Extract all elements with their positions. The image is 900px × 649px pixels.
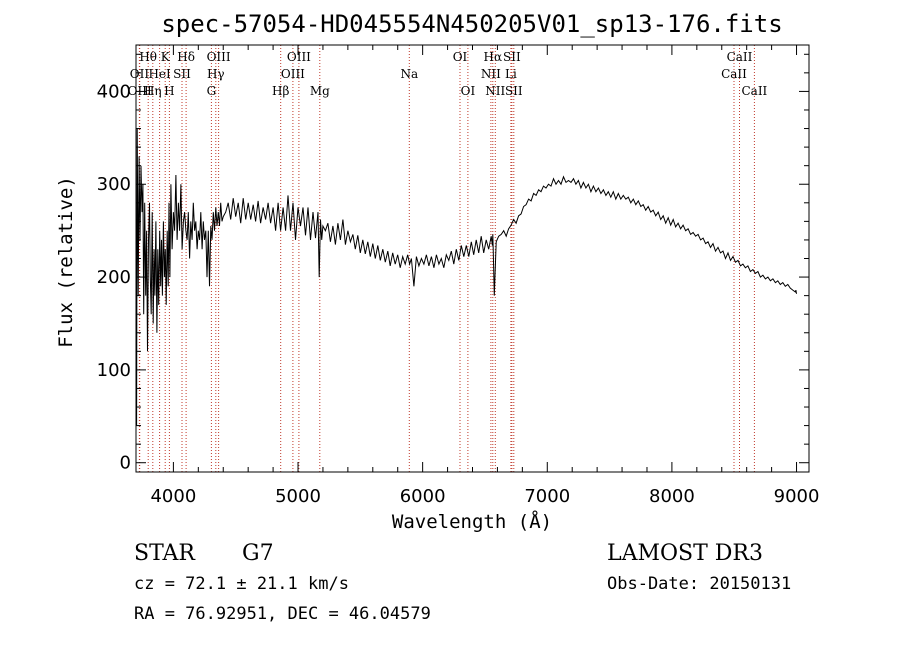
- line-markers: [138, 45, 755, 472]
- spectrum-line: [135, 128, 797, 426]
- y-axis-ticks: 0 100 200 300 400: [97, 53, 809, 474]
- x-tick-label: 8000: [649, 486, 695, 507]
- line-label-14: OIII: [287, 50, 311, 64]
- line-label-24: SII: [505, 84, 523, 98]
- x-axis-ticks: 4000 5000 6000 7000 8000 9000: [150, 45, 819, 507]
- line-label-8: Hδ: [177, 50, 195, 64]
- line-label-26: CaII: [727, 50, 753, 64]
- x-tick-label: 9000: [774, 486, 820, 507]
- x-tick-label: 6000: [400, 486, 446, 507]
- line-label-11: OIII: [207, 50, 231, 64]
- y-tick-label: 0: [120, 453, 131, 474]
- obs-date: Obs-Date: 20150131: [607, 574, 791, 594]
- line-label-21: NII: [485, 84, 505, 98]
- x-tick-label: 7000: [524, 486, 570, 507]
- y-axis-label: Flux (relative): [55, 176, 77, 348]
- line-label-19: NII: [481, 67, 501, 81]
- x-tick-label: 4000: [150, 486, 196, 507]
- line-label-27: CaII: [741, 84, 767, 98]
- object-type: STAR: [134, 541, 196, 566]
- line-label-15: Mg: [310, 84, 330, 98]
- coordinates: RA = 76.92951, DEC = 46.04579: [134, 604, 431, 624]
- subclass: G7: [242, 541, 274, 566]
- plot-frame: [135, 44, 810, 473]
- line-label-7: SII: [173, 67, 191, 81]
- line-label-1: OII: [130, 67, 150, 81]
- line-label-20: Hα: [484, 50, 503, 64]
- line-label-6: H: [164, 84, 174, 98]
- line-label-22: SII: [503, 50, 521, 64]
- y-tick-label: 200: [97, 267, 131, 288]
- redshift-text: cz = 72.1 ± 21.1 km/s: [134, 574, 349, 594]
- line-label-3: Hη: [144, 84, 162, 98]
- line-label-10: Hγ: [207, 67, 225, 81]
- line-label-0: Hθ: [139, 50, 157, 64]
- line-label-12: Hβ: [272, 84, 289, 98]
- chart-title: spec-57054-HD045554N450205V01_sp13-176.f…: [161, 10, 782, 38]
- line-label-9: G: [207, 84, 217, 98]
- line-label-18: OI: [461, 84, 476, 98]
- line-labels: HθOIIOIIIHηHeIKHSIIHδGHγOIIIHβOIIIOIIIMg…: [128, 50, 768, 98]
- line-label-13: OIII: [281, 67, 305, 81]
- x-tick-label: 5000: [275, 486, 321, 507]
- y-tick-label: 100: [97, 360, 131, 381]
- survey-name: LAMOST DR3: [607, 541, 763, 566]
- line-label-25: CaII: [721, 67, 747, 81]
- line-label-16: Na: [400, 67, 418, 81]
- line-label-17: OI: [453, 50, 468, 64]
- line-label-5: K: [161, 50, 171, 64]
- y-tick-label: 300: [97, 174, 131, 195]
- y-tick-label: 400: [97, 81, 131, 102]
- x-axis-label: Wavelength (Å): [392, 510, 552, 533]
- line-label-23: Li: [505, 67, 517, 81]
- line-label-4: HeI: [148, 67, 171, 81]
